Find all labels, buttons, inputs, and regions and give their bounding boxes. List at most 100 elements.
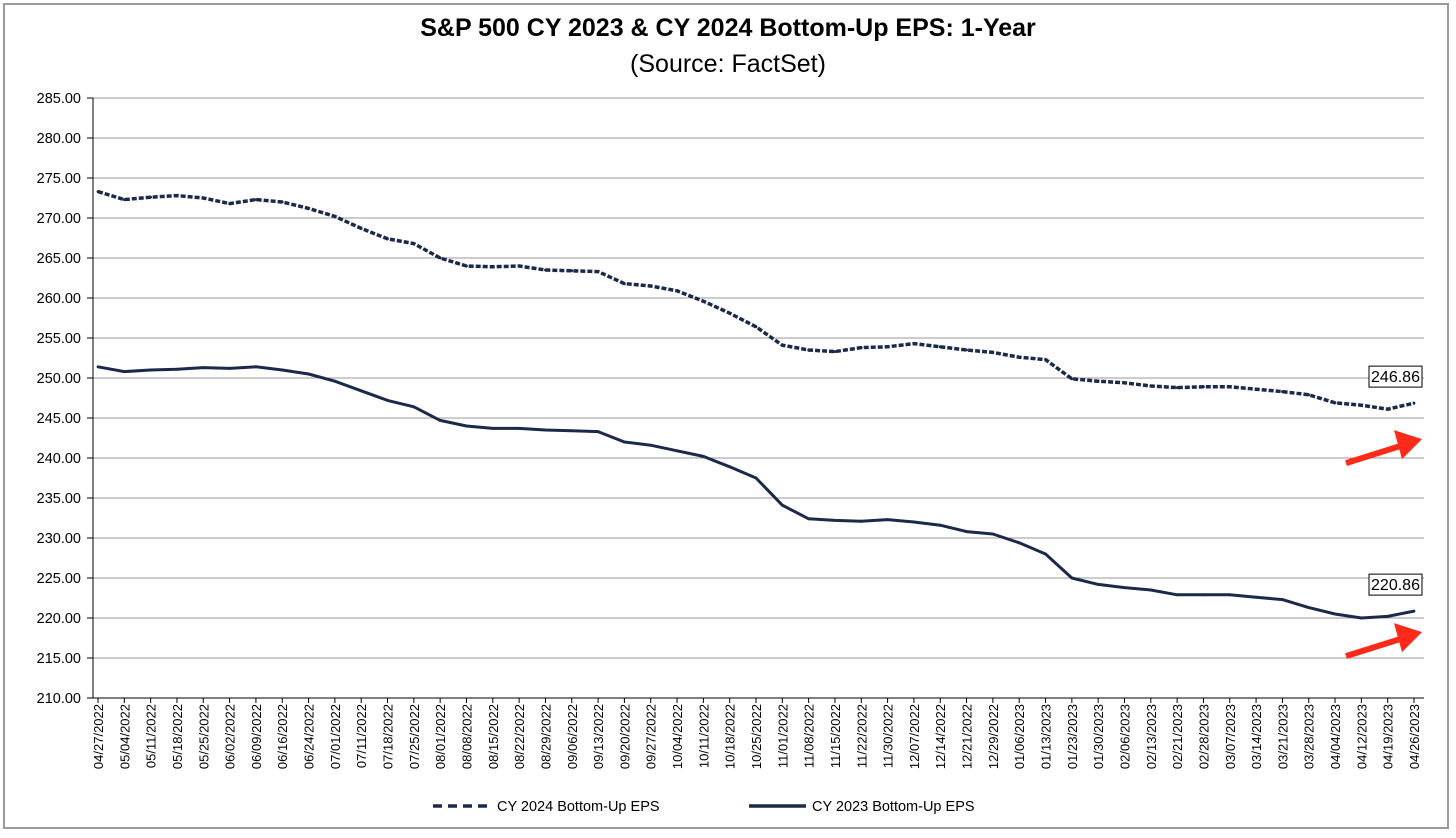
data-point [254, 198, 258, 202]
data-point [859, 346, 863, 349]
y-tick-label: 250.00 [37, 371, 81, 387]
y-tick-label: 260.00 [37, 291, 81, 307]
y-tick-label: 285.00 [37, 91, 81, 107]
x-tick-label: 05/11/2022 [144, 704, 159, 768]
x-tick-label: 11/15/2022 [828, 704, 843, 768]
data-point [649, 443, 653, 447]
data-point [412, 405, 416, 409]
data-point [570, 429, 574, 433]
data-point [859, 519, 863, 523]
x-tick-label: 05/04/2022 [117, 704, 132, 769]
legend: CY 2024 Bottom-Up EPS CY 2023 Bottom-Up E… [433, 799, 975, 815]
end-value-label: 220.86 [1371, 577, 1420, 594]
data-point [175, 367, 179, 371]
data-point [1123, 586, 1126, 589]
data-point [96, 365, 100, 369]
data-point [386, 399, 389, 402]
data-point [201, 366, 205, 369]
end-value-box [1368, 573, 1423, 596]
data-point [938, 523, 942, 527]
data-point [833, 350, 837, 353]
data-point [675, 289, 679, 293]
data-point [991, 532, 995, 536]
data-point [912, 342, 916, 345]
y-tick-label: 280.00 [37, 131, 81, 147]
end-value-label: 246.86 [1371, 369, 1420, 386]
x-tick-label: 08/22/2022 [512, 704, 527, 769]
data-point [701, 299, 705, 303]
data-point [1228, 385, 1232, 389]
data-point [754, 325, 758, 329]
data-point [1149, 588, 1153, 592]
x-axis-ticks: 04/27/2022 05/04/2022 05/11/2022 05/18/2022… [91, 698, 1422, 769]
data-point [596, 270, 600, 273]
x-tick-label: 11/22/2022 [854, 704, 869, 768]
x-tick-label: 07/25/2022 [407, 704, 422, 769]
x-tick-label: 04/27/2022 [91, 704, 106, 769]
chart-frame [3, 3, 1449, 829]
data-point [1412, 609, 1416, 613]
end-labels: 246.86 220.86 [1368, 365, 1423, 596]
grid-lines [92, 97, 1424, 699]
data-point [544, 428, 547, 432]
data-point [912, 520, 916, 524]
data-point [307, 207, 310, 210]
end-value-box [1368, 365, 1423, 388]
x-tick-label: 07/18/2022 [381, 704, 396, 769]
legend-label-cy2024: CY 2024 Bottom-Up EPS [497, 799, 660, 815]
data-point [701, 455, 705, 458]
y-axis-ticks: 210.00 215.00 220.00 225.00 230.00 235.00 240.… [37, 91, 93, 707]
x-tick-label: 04/12/2023 [1354, 704, 1369, 769]
data-point [359, 227, 363, 230]
data-point [412, 242, 416, 246]
x-tick-label: 07/01/2022 [328, 704, 343, 769]
data-point [1359, 403, 1363, 407]
x-tick-label: 06/24/2022 [302, 704, 317, 769]
data-point [280, 368, 284, 372]
y-tick-label: 210.00 [37, 691, 81, 707]
x-tick-label: 09/20/2022 [617, 704, 632, 769]
x-tick-label: 03/07/2023 [1223, 704, 1238, 769]
data-point [122, 198, 126, 202]
y-tick-label: 215.00 [37, 651, 81, 667]
data-point [1359, 616, 1363, 620]
data-point [386, 237, 389, 241]
data-point [1228, 593, 1232, 597]
data-point [254, 365, 258, 369]
data-point [280, 200, 284, 204]
data-point [596, 430, 600, 433]
x-tick-label: 04/19/2023 [1381, 704, 1396, 769]
data-point [1123, 381, 1126, 385]
x-tick-label: 08/08/2022 [459, 704, 474, 769]
data-point [1281, 598, 1284, 601]
data-point [1175, 593, 1179, 597]
data-point [675, 449, 679, 453]
x-tick-label: 09/27/2022 [644, 704, 659, 769]
x-tick-label: 03/14/2023 [1249, 704, 1264, 769]
x-tick-label: 02/13/2023 [1144, 704, 1159, 769]
y-tick-label: 235.00 [37, 491, 81, 507]
x-tick-label: 11/30/2022 [881, 704, 896, 768]
data-point [754, 476, 758, 480]
trend-arrows [1345, 430, 1422, 659]
data-point [1017, 541, 1021, 545]
trend-arrow-shaft [1345, 633, 1409, 659]
x-tick-label: 01/23/2023 [1065, 704, 1080, 769]
chart-subtitle: (Source: FactSet) [630, 50, 826, 78]
data-point [1202, 593, 1205, 597]
data-point [1333, 612, 1337, 616]
data-point [465, 264, 468, 268]
data-point [1044, 358, 1047, 361]
data-point [1254, 595, 1258, 599]
x-tick-label: 10/04/2022 [670, 704, 685, 769]
data-point [1386, 407, 1390, 411]
data-point [1254, 387, 1258, 391]
x-tick-label: 09/06/2022 [565, 704, 580, 769]
data-point [517, 427, 521, 430]
data-point [1202, 385, 1205, 389]
x-tick-label: 09/13/2022 [591, 704, 606, 769]
x-tick-label: 11/08/2022 [802, 704, 817, 768]
series-line-cy2024 [97, 189, 1415, 411]
x-tick-label: 03/21/2023 [1275, 704, 1290, 769]
